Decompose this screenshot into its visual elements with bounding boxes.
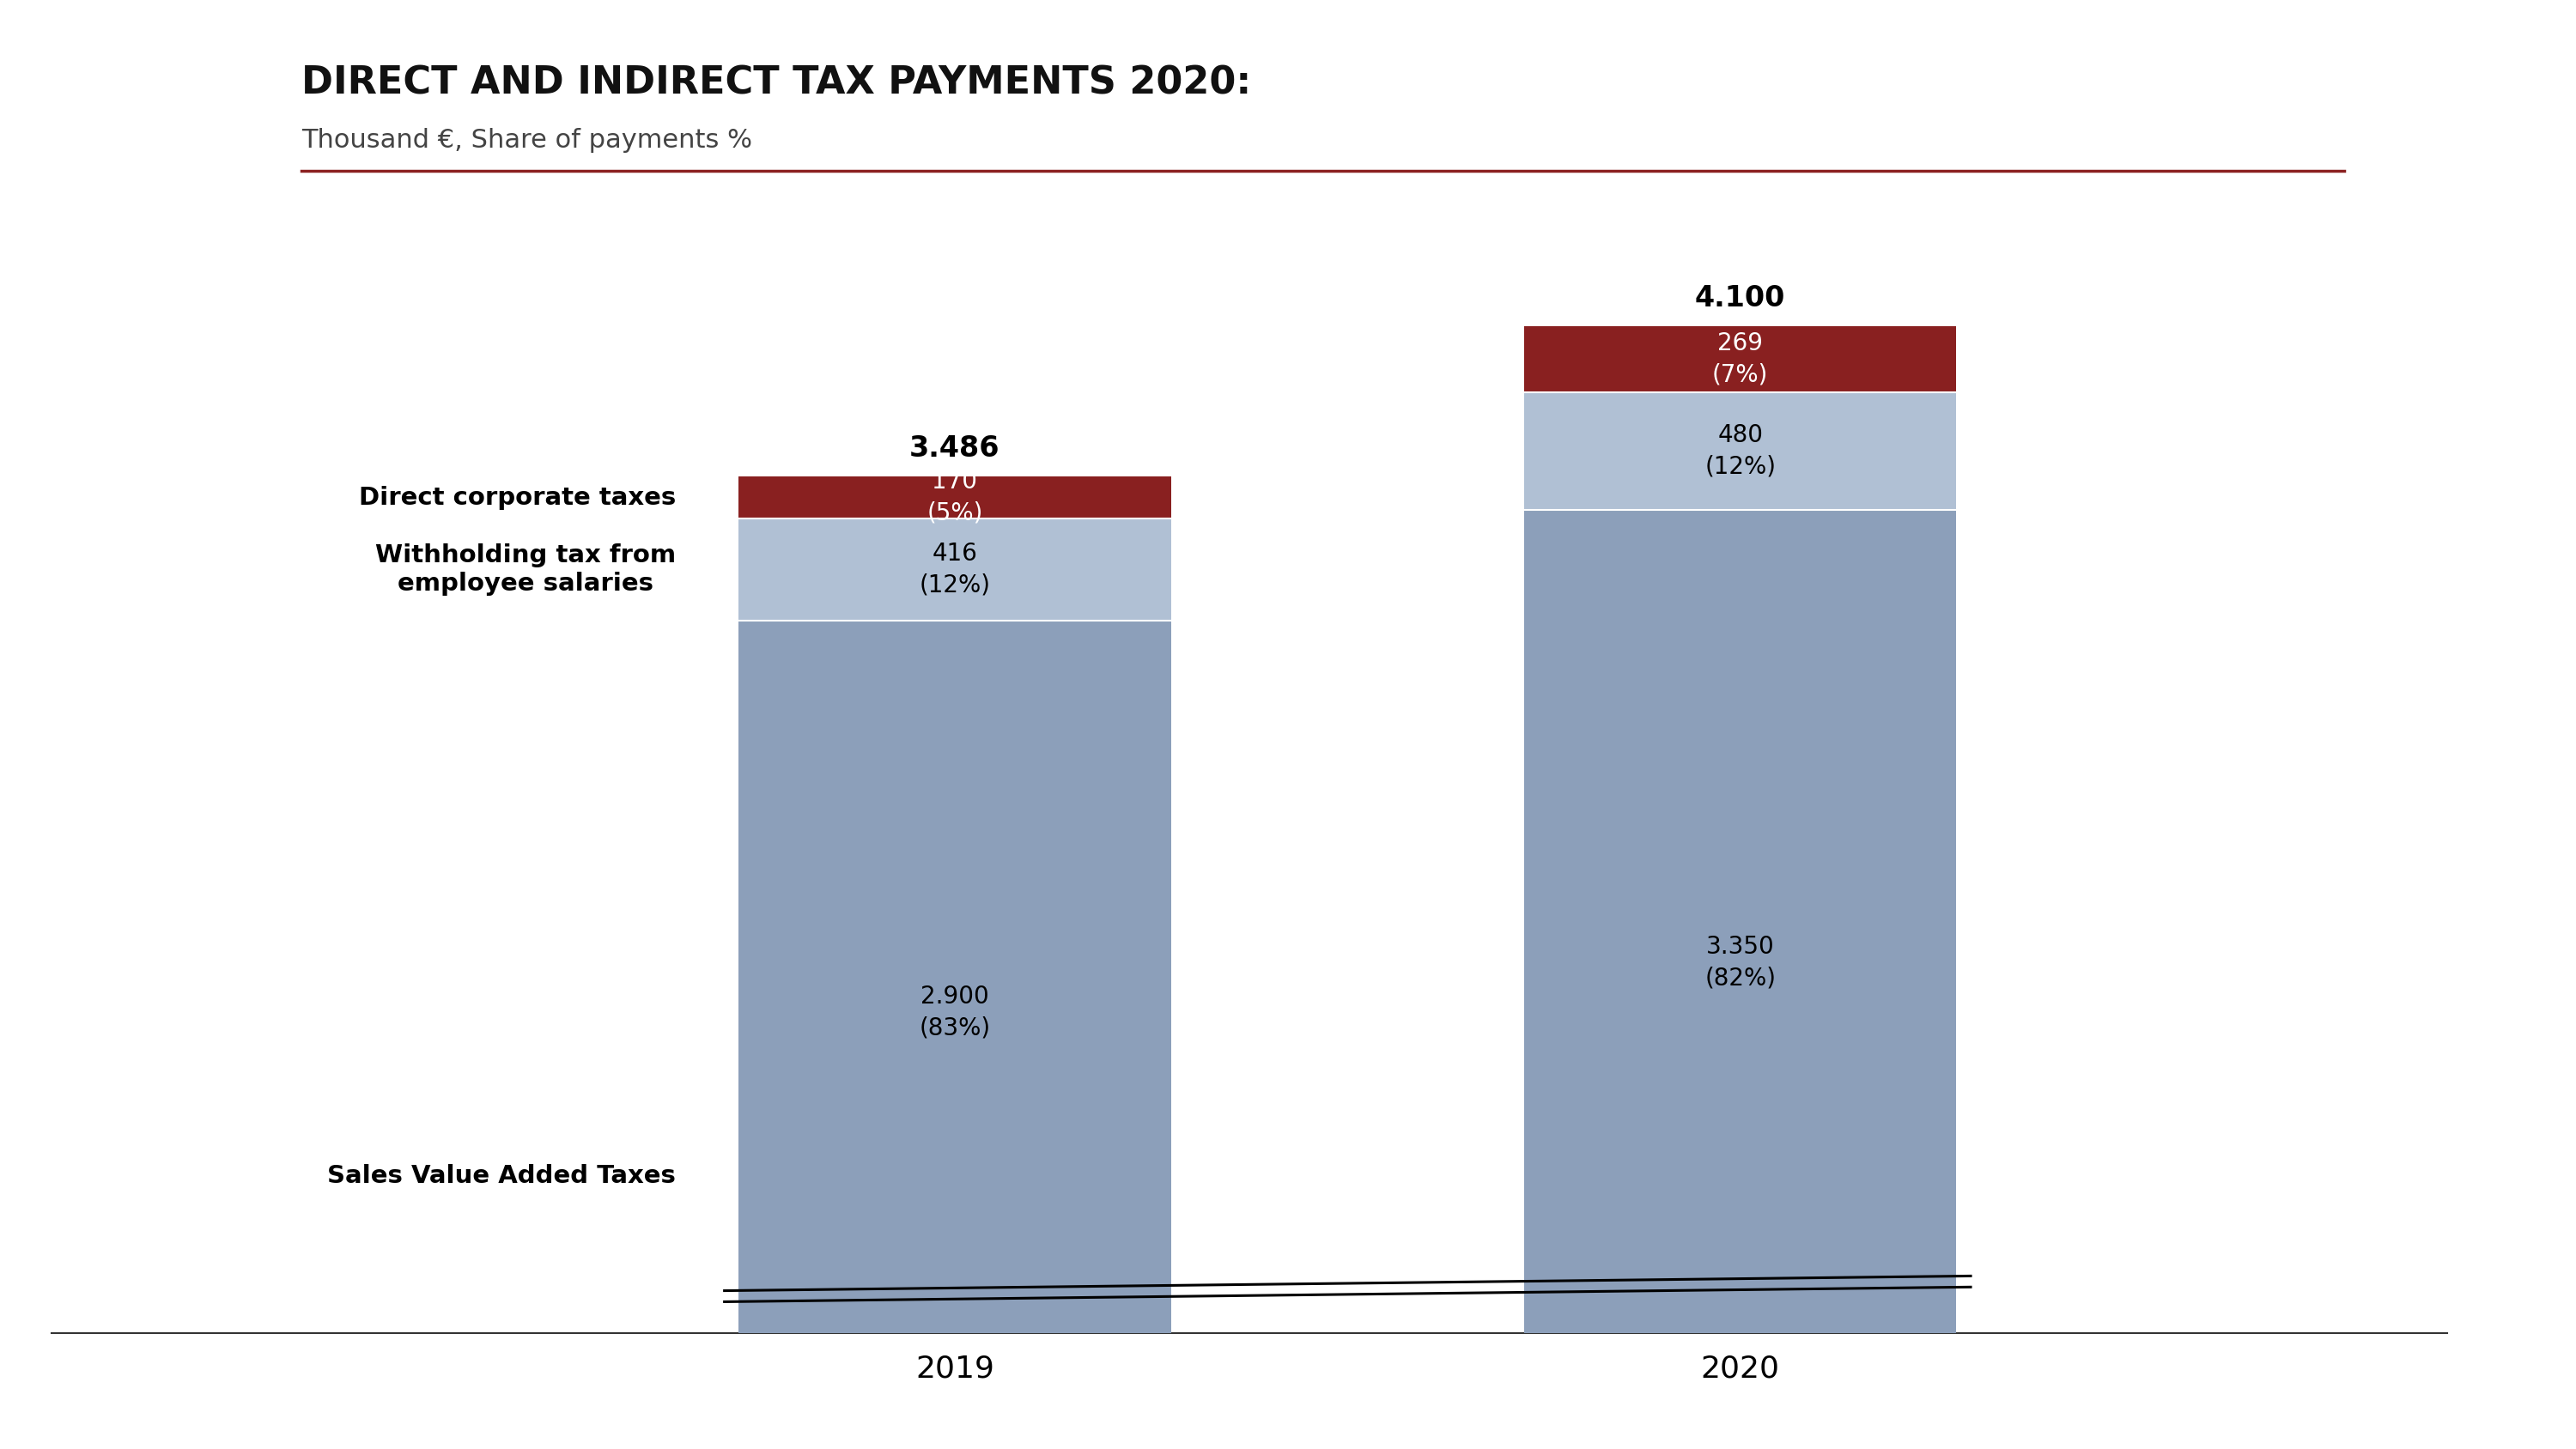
- Bar: [739, 620, 1172, 1333]
- Bar: [739, 477, 1172, 519]
- Text: Thousand €, Share of payments %: Thousand €, Share of payments %: [301, 128, 752, 152]
- Bar: [1525, 510, 1955, 1333]
- Text: DIRECT AND INDIRECT TAX PAYMENTS 2020:: DIRECT AND INDIRECT TAX PAYMENTS 2020:: [301, 65, 1252, 101]
- Text: Direct corporate taxes: Direct corporate taxes: [358, 485, 675, 510]
- Text: 416
(12%): 416 (12%): [920, 542, 989, 597]
- Text: 170
(5%): 170 (5%): [927, 469, 984, 526]
- Bar: [1525, 326, 1955, 393]
- Text: Withholding tax from
employee salaries: Withholding tax from employee salaries: [376, 543, 675, 596]
- Text: Sales Value Added Taxes: Sales Value Added Taxes: [327, 1165, 675, 1188]
- Text: 2.900
(83%): 2.900 (83%): [920, 985, 992, 1040]
- Text: 269
(7%): 269 (7%): [1713, 332, 1767, 387]
- Bar: [739, 519, 1172, 620]
- Bar: [1525, 393, 1955, 510]
- Text: 3.350
(82%): 3.350 (82%): [1705, 935, 1775, 991]
- Text: 4.100: 4.100: [1695, 284, 1785, 313]
- Text: 3.486: 3.486: [909, 435, 999, 464]
- Text: 480
(12%): 480 (12%): [1705, 423, 1775, 478]
